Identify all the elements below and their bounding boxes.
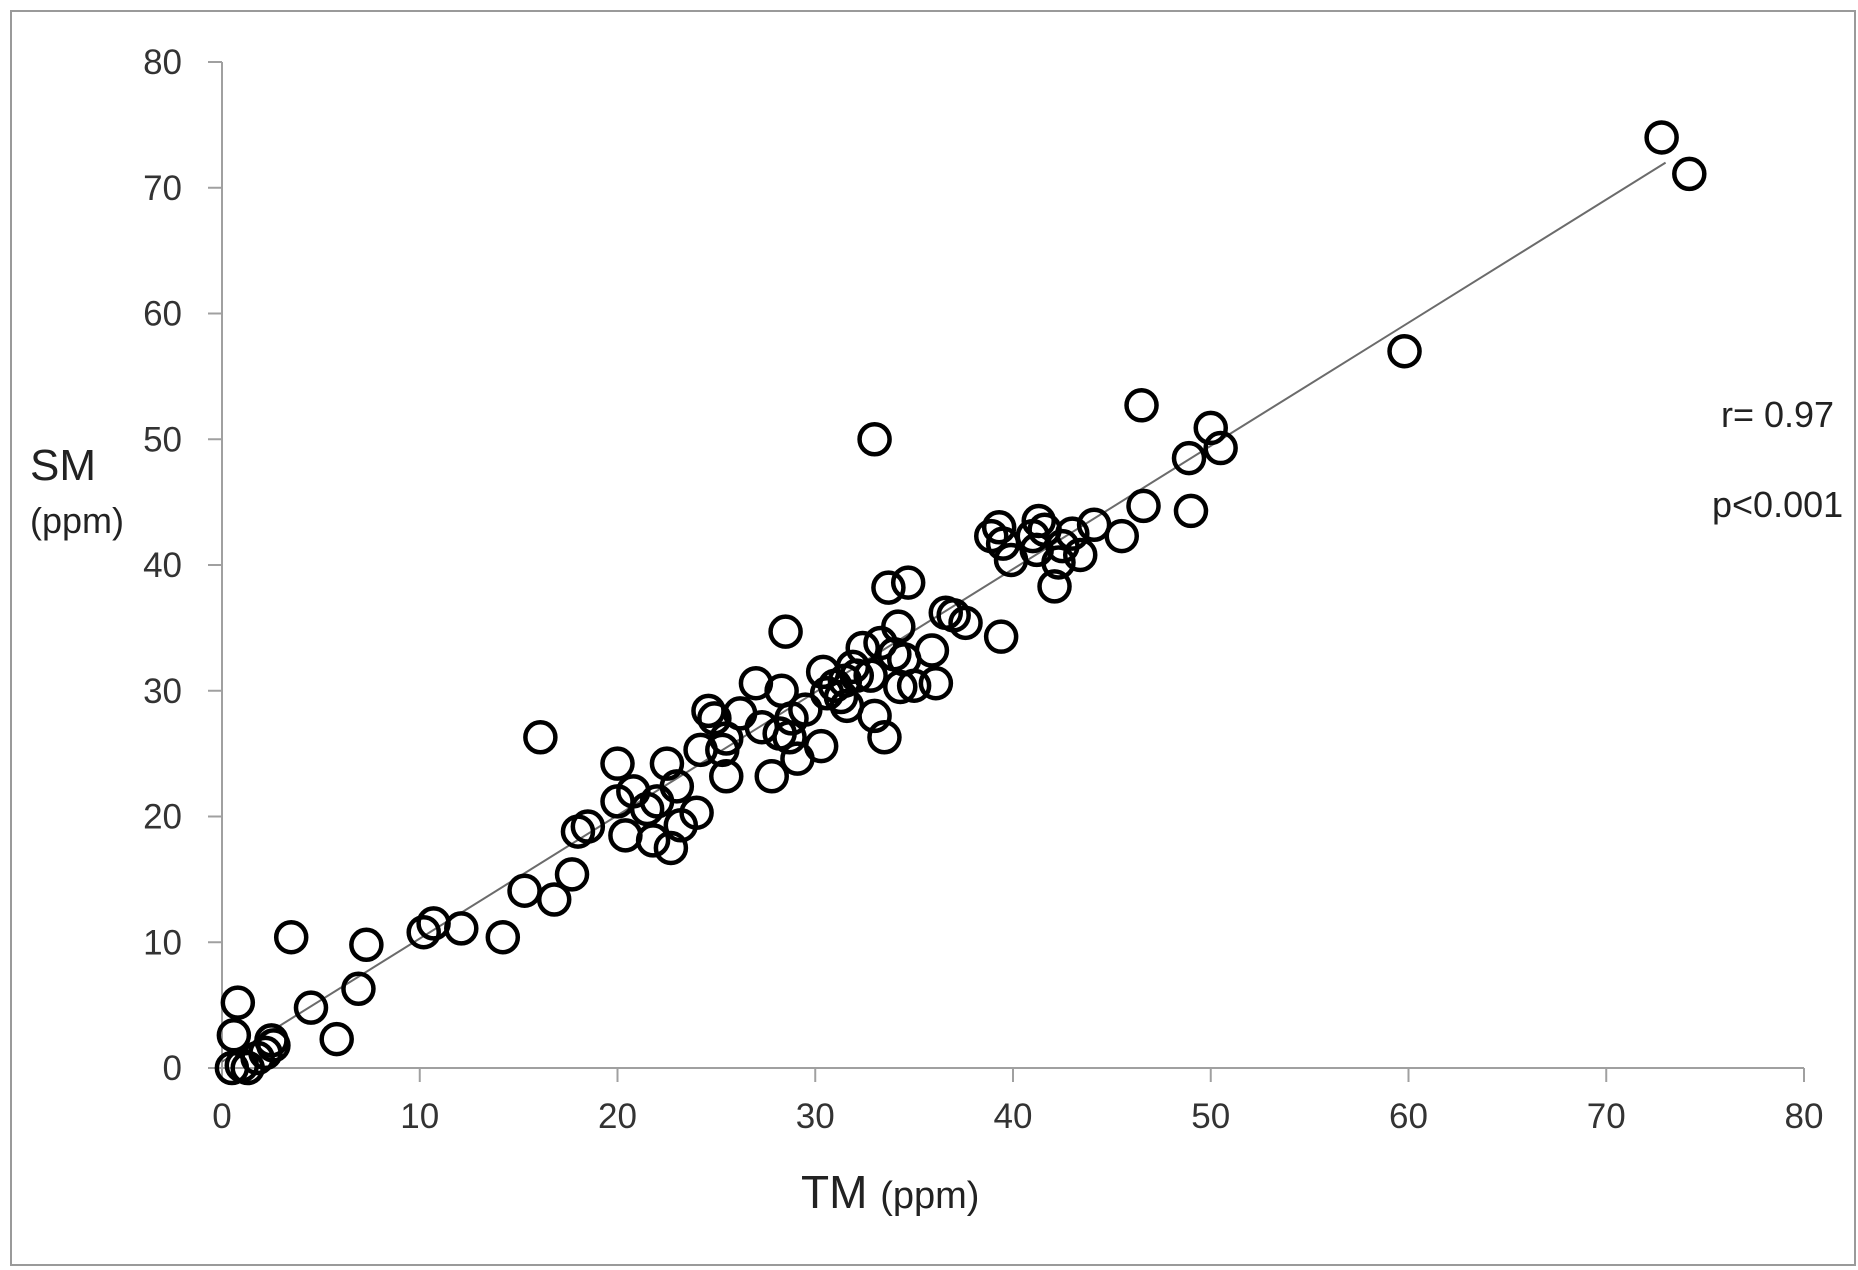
data-point <box>948 605 983 641</box>
data-point <box>772 720 807 755</box>
data-point <box>853 658 888 693</box>
data-point <box>890 565 926 600</box>
x-tick-label: 80 <box>1785 1097 1824 1136</box>
data-point <box>1037 569 1072 604</box>
data-point <box>679 795 714 830</box>
data-point <box>536 882 572 917</box>
data-point <box>256 1028 291 1063</box>
y-tick-label: 50 <box>143 420 182 459</box>
data-point <box>406 914 441 950</box>
data-point <box>1387 333 1422 369</box>
data-point <box>896 668 932 703</box>
p-annotation: p<0.001 <box>1712 484 1844 525</box>
data-point <box>1021 503 1056 539</box>
data-point <box>803 728 839 764</box>
data-point <box>293 990 329 1025</box>
data-point <box>871 570 906 605</box>
data-point <box>216 1018 252 1053</box>
data-point <box>649 746 685 781</box>
y-tick-label: 70 <box>143 169 182 208</box>
chart-frame <box>10 10 1856 1266</box>
data-point <box>1104 518 1140 554</box>
data-point <box>444 911 479 946</box>
data-point <box>709 759 744 794</box>
data-point <box>653 830 689 866</box>
y-axis-unit: (ppm) <box>30 500 125 541</box>
x-axis-unit: (ppm) <box>880 1175 980 1217</box>
data-point <box>341 971 376 1007</box>
data-point <box>914 633 950 668</box>
y-tick-label: 10 <box>143 923 182 962</box>
y-tick-label: 0 <box>163 1049 182 1088</box>
data-point <box>857 422 892 457</box>
data-point <box>1124 388 1159 423</box>
data-point <box>220 985 256 1020</box>
data-point <box>1644 120 1679 155</box>
y-tick-label: 30 <box>143 672 182 711</box>
data-point <box>319 1021 354 1057</box>
data-point <box>554 857 590 892</box>
data-point <box>788 692 823 727</box>
data-point <box>1203 430 1238 466</box>
data-point <box>1062 537 1098 573</box>
y-tick-label: 60 <box>143 295 182 334</box>
x-axis-label: TM <box>801 1166 868 1218</box>
y-axis-label: SM <box>30 441 96 490</box>
r-annotation: r= 0.97 <box>1721 394 1835 435</box>
data-point <box>1672 156 1707 192</box>
data-point <box>983 619 1019 654</box>
x-tick-label: 60 <box>1389 1097 1428 1136</box>
x-axis-label-group: TM (ppm) <box>801 1165 979 1219</box>
x-tick-label: 10 <box>400 1097 439 1136</box>
data-point <box>523 720 558 755</box>
x-tick-label: 40 <box>994 1097 1033 1136</box>
y-tick-label: 40 <box>143 546 182 585</box>
data-point <box>1171 440 1207 476</box>
x-tick-label: 0 <box>212 1097 231 1136</box>
y-tick-label: 80 <box>143 43 182 82</box>
data-point <box>1055 516 1090 551</box>
y-tick-label: 20 <box>143 798 182 837</box>
data-point <box>1173 493 1209 529</box>
x-tick-label: 20 <box>598 1097 637 1136</box>
x-tick-label: 50 <box>1191 1097 1230 1136</box>
data-point <box>918 665 954 701</box>
data-point <box>1193 410 1228 446</box>
data-point <box>570 809 606 844</box>
data-point <box>659 769 695 804</box>
x-tick-label: 70 <box>1587 1097 1626 1136</box>
data-point <box>349 927 384 963</box>
data-point <box>600 746 635 781</box>
data-point <box>857 698 892 734</box>
data-point <box>768 614 803 649</box>
data-point <box>635 823 671 858</box>
data-point <box>754 759 789 794</box>
data-point <box>867 720 902 755</box>
data-point <box>507 873 542 908</box>
data-point <box>1041 545 1076 580</box>
data-point <box>485 919 521 955</box>
data-point <box>981 510 1017 545</box>
data-point <box>629 791 665 827</box>
data-point <box>608 818 643 853</box>
x-tick-label: 30 <box>796 1097 835 1136</box>
data-point <box>881 609 916 644</box>
data-point <box>273 919 309 955</box>
data-point <box>1126 488 1161 524</box>
